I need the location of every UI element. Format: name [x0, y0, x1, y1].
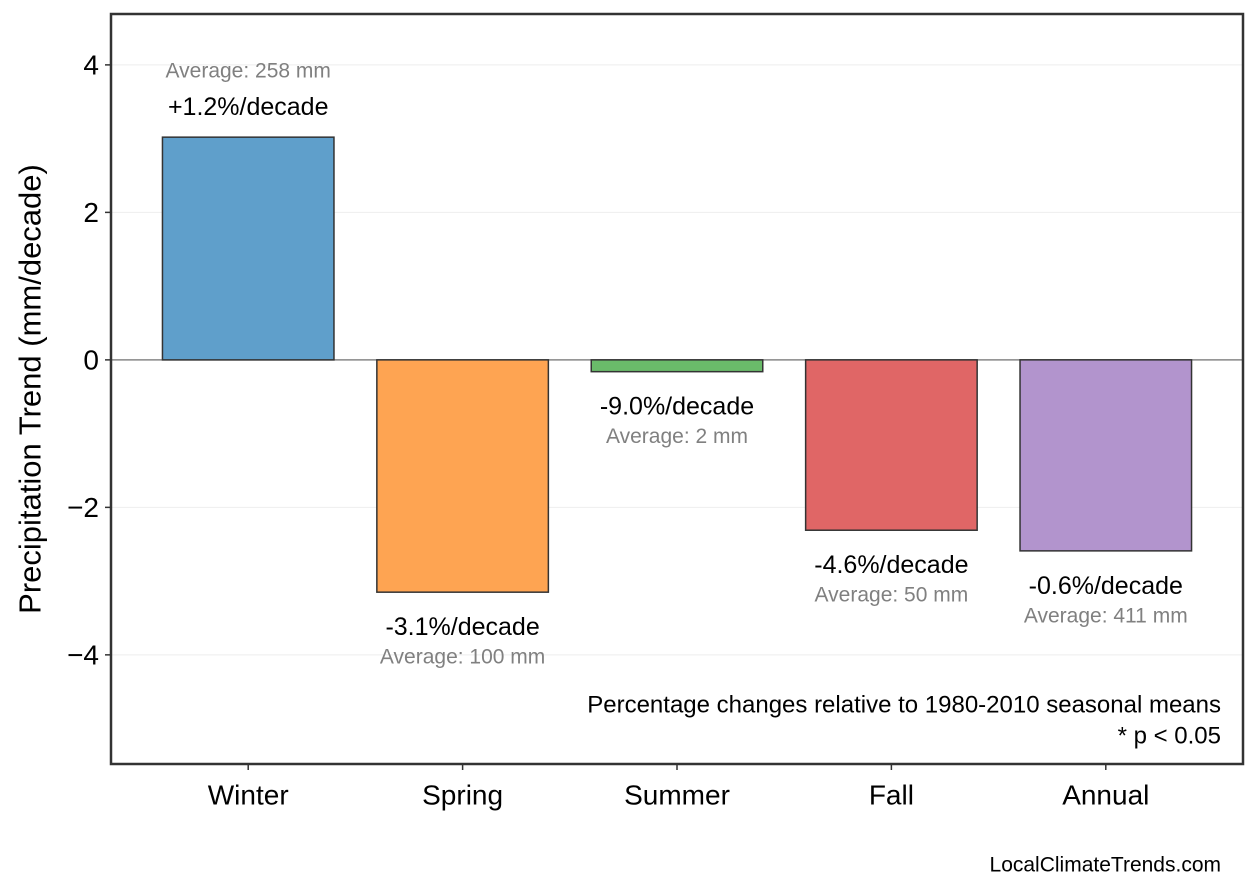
plot-frame: [109, 12, 1245, 766]
bar: [590, 359, 764, 373]
bar: [376, 359, 550, 593]
x-tick-label: Annual: [1062, 780, 1149, 811]
average-label: Average: 411 mm: [1024, 604, 1188, 627]
trend-label: -4.6%/decade: [814, 551, 968, 579]
average-label: Average: 100 mm: [380, 646, 545, 669]
trend-label: -9.0%/decade: [600, 393, 754, 421]
bar: [804, 359, 978, 531]
trend-label: -3.1%/decade: [385, 613, 539, 641]
y-tick-label: −4: [67, 639, 99, 670]
x-tick-label: Fall: [869, 780, 914, 811]
note: Percentage changes relative to 1980-2010…: [587, 692, 1221, 719]
note: * p < 0.05: [1118, 723, 1221, 750]
y-axis-label: Precipitation Trend (mm/decade): [13, 164, 48, 614]
x-tick-label: Summer: [624, 780, 730, 811]
average-label: Average: 258 mm: [166, 60, 331, 83]
x-tick-label: Spring: [422, 780, 503, 811]
y-tick-label: 0: [83, 344, 99, 375]
x-tick-label: Winter: [208, 780, 289, 811]
average-label: Average: 50 mm: [815, 584, 969, 607]
bar: [1019, 359, 1193, 552]
bar: [161, 136, 335, 361]
average-label: Average: 2 mm: [606, 425, 748, 448]
y-tick-label: −2: [67, 492, 99, 523]
y-tick-label: 2: [83, 197, 99, 228]
trend-label: +1.2%/decade: [168, 93, 329, 121]
source: LocalClimateTrends.com: [990, 854, 1221, 877]
y-tick-label: 4: [83, 49, 99, 80]
trend-label: -0.6%/decade: [1029, 572, 1183, 600]
